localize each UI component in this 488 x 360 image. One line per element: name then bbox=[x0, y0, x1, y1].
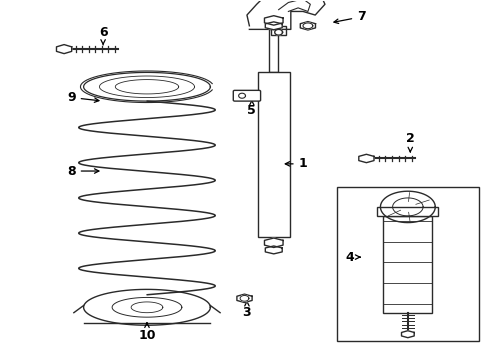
Bar bbox=[377, 207, 437, 216]
Polygon shape bbox=[274, 30, 282, 35]
Polygon shape bbox=[236, 294, 252, 302]
Polygon shape bbox=[265, 22, 282, 30]
Bar bbox=[257, 72, 289, 237]
Polygon shape bbox=[401, 331, 413, 338]
Polygon shape bbox=[358, 154, 373, 163]
Bar bbox=[271, 26, 285, 35]
Polygon shape bbox=[303, 23, 312, 29]
Text: 7: 7 bbox=[333, 10, 365, 23]
Bar bbox=[383, 216, 431, 313]
FancyBboxPatch shape bbox=[233, 90, 260, 101]
Text: 9: 9 bbox=[67, 91, 99, 104]
Polygon shape bbox=[300, 22, 315, 30]
Text: 5: 5 bbox=[247, 100, 256, 117]
Text: 10: 10 bbox=[138, 323, 155, 342]
Bar bbox=[269, 30, 278, 72]
Polygon shape bbox=[264, 238, 283, 247]
Text: 8: 8 bbox=[67, 165, 99, 177]
Polygon shape bbox=[57, 45, 72, 54]
Text: 4: 4 bbox=[344, 251, 359, 264]
Bar bbox=[336, 187, 478, 341]
Polygon shape bbox=[238, 93, 245, 98]
Polygon shape bbox=[264, 16, 283, 25]
Polygon shape bbox=[265, 246, 282, 254]
Text: 3: 3 bbox=[242, 301, 251, 319]
Polygon shape bbox=[240, 296, 248, 301]
Text: 6: 6 bbox=[99, 27, 107, 45]
Text: 2: 2 bbox=[405, 132, 414, 152]
Text: 1: 1 bbox=[285, 157, 307, 170]
